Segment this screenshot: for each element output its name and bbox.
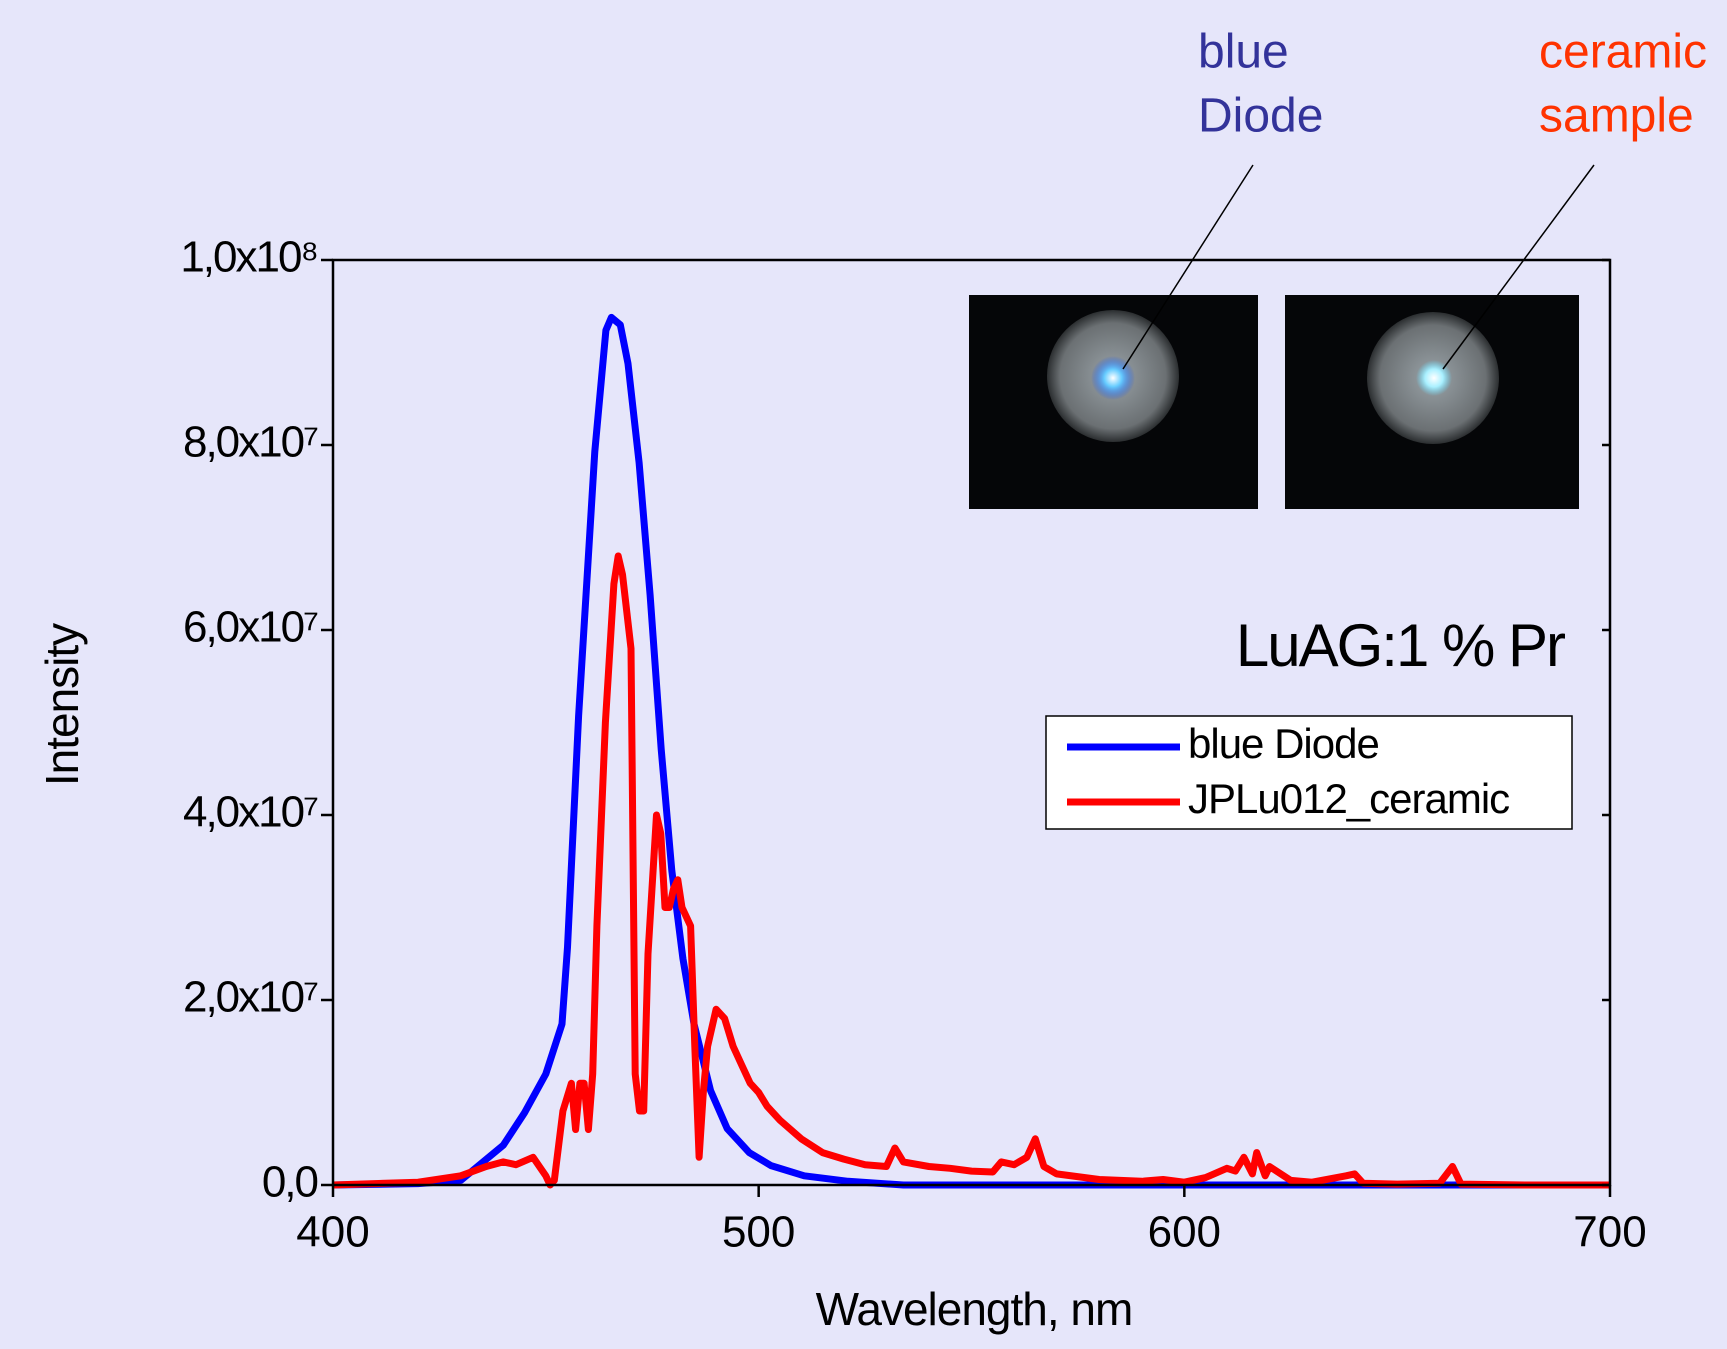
x-tick-label: 700 (1573, 1208, 1646, 1257)
annotation: blue (1198, 26, 1289, 79)
data-line (332, 552, 1610, 1189)
annotation: sample (1539, 90, 1694, 143)
legend-label: blue Diode (1188, 720, 1379, 767)
y-tick-label: 4,0x10⁷ (183, 788, 318, 837)
arrow (1442, 164, 1595, 370)
data-line (332, 313, 1610, 1189)
arrow (1122, 164, 1254, 370)
annotation: LuAG:1 % Pr (1236, 612, 1565, 679)
annotation: Diode (1198, 90, 1323, 143)
y-tick-label: 2,0x10⁷ (183, 973, 318, 1022)
y-tick-label: 1,0x10⁸ (180, 233, 317, 282)
y-axis-label: Intensity (36, 623, 88, 786)
photo-sample (1285, 295, 1579, 509)
annotation: ceramic (1539, 26, 1707, 79)
y-tick-label: 6,0x10⁷ (183, 603, 318, 652)
x-tick-label: 500 (722, 1208, 795, 1257)
plot-frame (331, 258, 1612, 1187)
x-tick-label: 400 (296, 1208, 369, 1257)
legend-box (1045, 715, 1573, 830)
legend: blue Diode JPLu012_ceramic (1045, 715, 1573, 830)
legend-label: JPLu012_ceramic (1188, 775, 1509, 822)
x-axis-label: Wavelength, nm (816, 1283, 1133, 1335)
x-tick-label: 600 (1148, 1208, 1221, 1257)
y-tick-label: 8,0x10⁷ (183, 418, 318, 467)
photo-diode (969, 295, 1258, 509)
y-tick-label: 0,0 (262, 1158, 318, 1207)
